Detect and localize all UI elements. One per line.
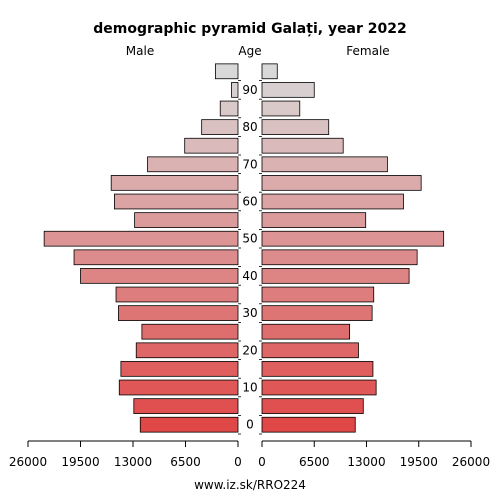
x-tick-label: 0 (234, 455, 242, 469)
male-bar (114, 193, 239, 210)
x-tick-label: 26000 (452, 455, 490, 469)
male-bar (141, 323, 239, 340)
female-label: Female (346, 44, 389, 58)
x-tick-label: 19500 (61, 455, 99, 469)
female-bar (261, 212, 367, 228)
age-label: Age (238, 44, 261, 58)
female-bar (261, 63, 278, 80)
female-bar (261, 82, 315, 98)
male-bar (118, 305, 239, 321)
x-tick-label: 13000 (347, 455, 385, 469)
female-bar (261, 286, 375, 303)
male-bars (43, 63, 239, 433)
male-bar (147, 156, 239, 173)
chart-title: demographic pyramid Galați, year 2022 (93, 21, 407, 37)
x-tick-label: 6500 (299, 455, 330, 469)
male-bar (80, 268, 239, 284)
source-label: www.iz.sk/RRO224 (194, 478, 306, 492)
age-tick-label: 60 (242, 195, 257, 209)
male-bar (184, 137, 239, 154)
female-bar (261, 416, 356, 433)
age-tick-label: 10 (242, 381, 257, 395)
x-tick-label: 26000 (9, 455, 47, 469)
female-bar (261, 156, 388, 173)
age-tick-label: 80 (242, 120, 257, 134)
male-bar (73, 249, 239, 266)
male-bar (214, 63, 239, 80)
male-bar (120, 361, 239, 377)
x-axis-male: 26000 19500 13000 6500 0 (9, 440, 242, 469)
male-bar (201, 119, 239, 135)
female-bar (261, 193, 404, 210)
male-bar (134, 212, 239, 228)
female-bars (261, 63, 445, 433)
age-tick-label: 20 (242, 343, 257, 357)
male-bar (139, 416, 239, 433)
female-bar (261, 230, 445, 247)
female-bar (261, 398, 364, 414)
x-tick-label: 0 (258, 455, 266, 469)
female-bar (261, 175, 422, 191)
male-label: Male (126, 44, 154, 58)
x-tick-label: 6500 (170, 455, 201, 469)
male-bar (133, 398, 239, 414)
female-bar (261, 305, 373, 321)
female-bar (261, 342, 359, 359)
male-bar (219, 100, 239, 117)
age-tick-label: 30 (242, 306, 257, 320)
female-bar (261, 361, 374, 377)
age-tick-label: 0 (246, 418, 254, 432)
female-bar (261, 268, 410, 284)
male-bar (115, 286, 239, 303)
female-bar (261, 137, 344, 154)
age-axis: 0 10 20 30 40 50 60 70 80 90 (238, 80, 262, 435)
age-tick-label: 90 (242, 83, 257, 97)
age-tick-label: 50 (242, 232, 257, 246)
female-bar (261, 379, 377, 396)
male-bar (118, 379, 239, 396)
age-tick-label: 70 (242, 157, 257, 171)
x-tick-label: 19500 (400, 455, 438, 469)
female-bar (261, 249, 418, 266)
female-bar (261, 119, 330, 135)
male-bar (43, 230, 239, 247)
x-tick-label: 13000 (114, 455, 152, 469)
x-axis-female: 0 6500 13000 19500 26000 (258, 440, 490, 469)
age-tick-label: 40 (242, 269, 257, 283)
male-bar (231, 82, 239, 98)
female-bar (261, 323, 351, 340)
female-bar (261, 100, 301, 117)
male-bar (110, 175, 239, 191)
male-bar (135, 342, 239, 359)
